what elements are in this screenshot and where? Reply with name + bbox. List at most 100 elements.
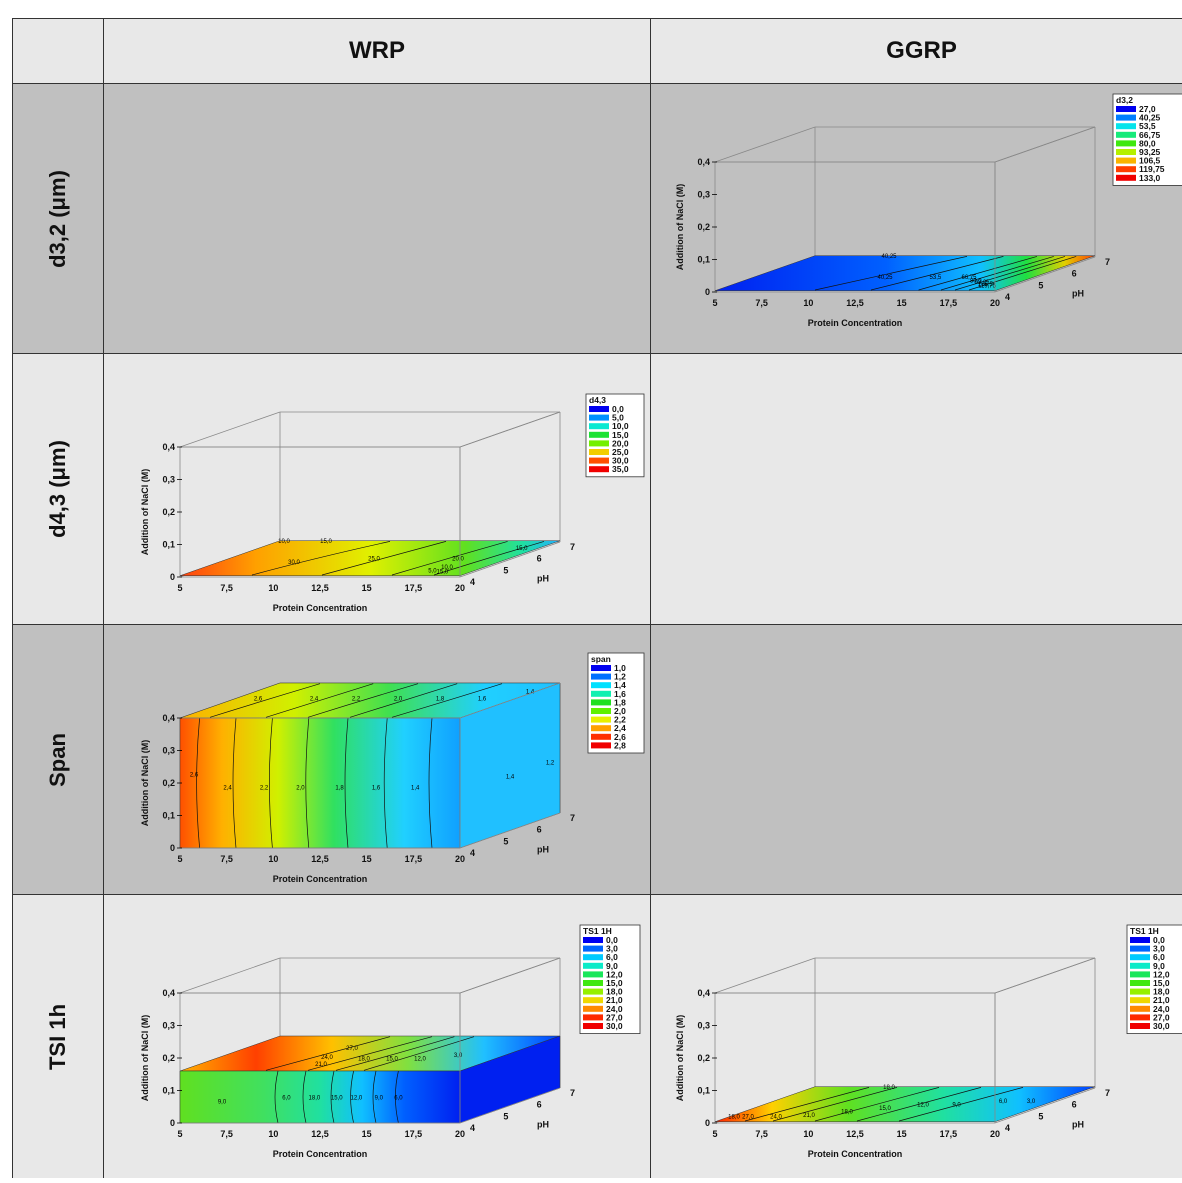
y-tick-label: 0,1 [162,540,175,550]
contour-label: 15,0 [320,539,332,545]
x-tick-label: 15 [897,298,907,308]
legend-swatch [1116,114,1136,121]
z-tick-label: 6 [537,554,542,564]
x-tick-label: 7,5 [755,1129,768,1139]
legend-swatch [589,406,609,412]
contour-line [232,717,237,849]
legend-value: 2,0 [614,706,626,716]
legend-swatch [583,1014,603,1021]
plot-span-wrp: 2,6 2,4 2,2 2,0 1,8 1,61,42,62,4 2,2 2,0 1,8 1,6 1… [140,652,645,884]
row-label-span: Span [12,625,104,895]
legend-value: 0,0 [612,404,624,414]
legend-title: d3,2 [1116,95,1133,105]
legend-swatch [589,423,609,430]
box-edge [459,682,561,719]
contour-line [395,1070,399,1124]
legend-value: 27,0 [606,1012,623,1022]
y-axis-title: Addition of NaCl (M) [140,469,150,555]
y-tick-label: 0,1 [162,811,175,821]
box-edge [459,957,561,994]
legend-value: 1,6 [614,689,626,699]
surface-top [179,540,561,576]
contour-line [814,256,968,291]
legend-value: 27,0 [1139,104,1156,114]
legend-value: 3,0 [606,944,618,954]
row-label-span-text: Span [44,732,70,787]
box-edge [459,812,561,849]
contour-line [335,1036,455,1071]
contour-line [251,541,391,576]
contour-label: 3,0 [454,1053,463,1059]
contour-label: 21,0 [803,1113,815,1119]
y-axis-title: Addition of NaCl (M) [140,1015,150,1101]
y-tick-label: 0,4 [697,988,710,998]
legend-value: 3,0 [1153,944,1165,954]
legend-swatch [583,937,603,943]
legend-value: 24,0 [1153,1004,1170,1014]
contour-line [383,717,388,849]
cell-d43-ggrp [651,354,1182,625]
box-edge [994,126,1096,163]
contour-line [305,717,310,849]
x-tick-label: 7,5 [220,583,233,593]
legend-value: 30,0 [1153,1021,1170,1031]
box-edge [714,126,816,163]
y-axis-title: Addition of NaCl (M) [675,184,685,270]
legend-swatch [583,997,603,1004]
contour-label: 15,0 [437,570,449,576]
legend-swatch [591,716,611,723]
contour-line [391,541,508,576]
x-tick-label: 10 [803,1129,813,1139]
legend-swatch [1130,988,1150,995]
legend-swatch [591,673,611,680]
plot-d43-wrp: 10,0 15,030,025,0 20,015,010,05,0 15,000,10… [140,393,645,613]
legend-value: 9,0 [1153,961,1165,971]
plot-tsi-wrp: 27,024,021,018,0 15,0 12,09,06,0 18,0 15,0 12… [140,924,641,1159]
legend-value: 15,0 [606,978,623,988]
x-tick-label: 20 [455,1129,465,1139]
cell-span-ggrp [651,625,1182,895]
plot-d32-ggrp: 40,25 53,5 66,7580,093,25106,5119,7540,250… [675,93,1182,328]
x-tick-label: 7,5 [220,1129,233,1139]
z-tick-label: 4 [1005,1123,1010,1133]
legend-swatch [589,431,609,438]
contour-line [954,256,1066,291]
legend-swatch [589,449,609,455]
y-tick-label: 0,4 [162,442,175,452]
legend-swatch [1130,971,1150,978]
contour-label: 40,25 [881,254,897,260]
contour-line [349,683,458,718]
z-tick-label: 5 [503,565,508,575]
contour-label: 2,6 [190,773,199,779]
x-tick-label: 17,5 [405,854,423,864]
box-edge [459,411,561,448]
contour-label: 30,0 [288,560,300,566]
contour-label: 18,0 [841,1109,853,1115]
x-tick-label: 20 [990,1129,1000,1139]
contour-label: 80,0 [970,278,982,284]
y-tick-label: 0,3 [697,1021,710,1031]
z-axis-title: pH [1072,1119,1084,1129]
legend-swatch [591,690,611,697]
cell-tsi-ggrp: 18,0 27,0 24,0 21,0 18,0 15,0 12,0 9,0 6,0 3,0 18,… [651,895,1182,1178]
legend-swatch [583,945,603,952]
contour-label: 15,0 [386,1057,398,1063]
contour-line [372,1070,377,1124]
legend-swatch [583,954,603,961]
contour-line [350,1070,354,1124]
legend-value: 0,0 [1153,935,1165,945]
legend-value: 6,0 [1153,952,1165,962]
contour-label: 15,0 [516,546,528,552]
row-label-d32-text: d3,2 (μm) [45,169,70,268]
legend-value: 93,25 [1139,147,1161,157]
col-header-ggrp: GGRP [651,18,1182,84]
legend-swatch [1116,106,1136,112]
legend-swatch [1130,1023,1150,1029]
surface-front [179,717,461,849]
legend-swatch [1130,954,1150,961]
legend-swatch [589,466,609,473]
box-edge [994,256,1096,293]
x-tick-label: 5 [177,583,182,593]
legend-swatch [1130,962,1150,969]
z-tick-label: 7 [570,542,575,552]
